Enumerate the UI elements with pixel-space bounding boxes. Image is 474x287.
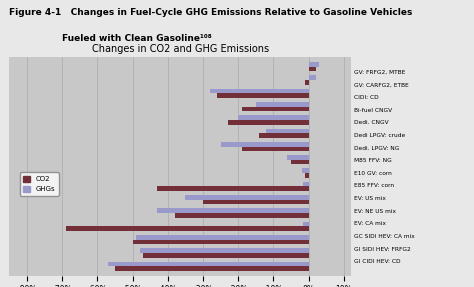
Bar (143, 253, 309, 257)
Bar (228, 120, 309, 125)
Bar (157, 187, 309, 191)
Bar (66, 226, 309, 231)
Bar (266, 129, 309, 133)
Bar (217, 93, 309, 98)
Bar (185, 195, 309, 200)
Bar (136, 235, 309, 240)
Bar (309, 67, 316, 71)
Bar (305, 173, 309, 178)
Bar (303, 182, 309, 187)
Bar (305, 80, 309, 85)
Bar (242, 106, 309, 111)
Bar (256, 102, 309, 106)
Bar (175, 213, 309, 218)
Bar (238, 115, 309, 120)
Bar (287, 155, 309, 160)
Bar (291, 160, 309, 164)
Bar (210, 89, 309, 93)
Bar (115, 266, 309, 271)
Text: Figure 4-1   Changes in Fuel-Cycle GHG Emissions Relative to Gasoline Vehicles: Figure 4-1 Changes in Fuel-Cycle GHG Emi… (9, 8, 413, 17)
Text: Fueled with Clean Gasoline¹⁰⁸: Fueled with Clean Gasoline¹⁰⁸ (62, 34, 211, 42)
Title: Changes in CO2 and GHG Emissions: Changes in CO2 and GHG Emissions (91, 44, 269, 54)
Bar (301, 168, 309, 173)
Bar (108, 261, 309, 266)
Bar (242, 146, 309, 151)
Legend: CO2, GHGs: CO2, GHGs (20, 172, 59, 196)
Bar (140, 248, 309, 253)
Bar (203, 200, 309, 204)
Bar (133, 240, 309, 244)
Bar (309, 75, 316, 80)
Bar (157, 208, 309, 213)
Bar (220, 142, 309, 146)
Bar (259, 133, 309, 138)
Bar (303, 222, 309, 226)
Bar (309, 62, 319, 67)
